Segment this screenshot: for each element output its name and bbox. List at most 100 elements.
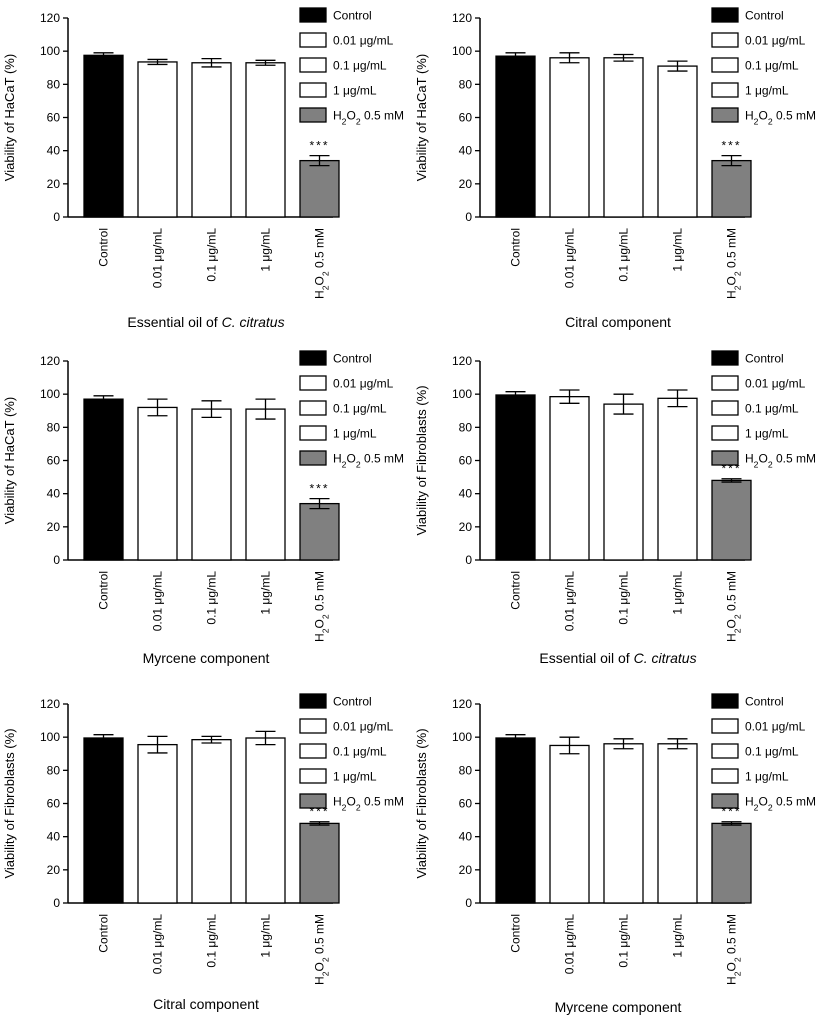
caption-prefix: Myrcene component — [142, 650, 270, 666]
bar-0 — [495, 394, 536, 561]
chart-hacat-citral: Viability of HaCaT (%) 0 20 40 60 80 100 120 Con… — [414, 7, 816, 299]
legend-label-2: 0.1 μg/mL — [745, 745, 799, 759]
legend-swatch-4 — [711, 107, 739, 123]
chart-caption: Myrcene component — [0, 650, 412, 666]
x-tick-label-3: 1 μg/mL — [259, 228, 273, 272]
legend-label-0: Control — [745, 9, 784, 23]
caption-prefix: Essential oil of — [539, 650, 634, 666]
legend-swatch-1 — [711, 718, 739, 734]
legend-swatch-0 — [711, 693, 739, 709]
y-tick-label: 20 — [47, 863, 61, 877]
caption-prefix: Citral component — [153, 996, 259, 1012]
chart-fibroblast-myrcene: Viability of Fibroblasts (%) 0 20 40 60 80 100… — [414, 693, 816, 985]
y-tick-label: 100 — [40, 730, 60, 744]
legend-swatch-3 — [711, 425, 739, 441]
bar-1 — [549, 57, 590, 218]
bar-3 — [245, 737, 286, 904]
legend-swatch-2 — [299, 57, 327, 73]
y-axis-label: Viability of HaCaT (%) — [2, 54, 17, 181]
bar-4 — [711, 822, 752, 904]
bar-2 — [191, 408, 232, 561]
y-tick-label: 80 — [459, 77, 473, 91]
legend-label-4: H2O2 0.5 mM — [745, 795, 816, 813]
legend-swatch-0 — [711, 350, 739, 366]
bar-2 — [603, 57, 644, 218]
x-tick-label-0: Control — [509, 228, 523, 267]
y-tick-label: 60 — [47, 454, 61, 468]
x-tick-label-4: H2O2 0.5 mM — [725, 914, 743, 985]
legend-swatch-3 — [299, 768, 327, 784]
chart-hacat-myrcene: Viability of HaCaT (%) 0 20 40 60 80 100 120 Con… — [2, 350, 404, 642]
chart-caption: Essential oil of C. citratus — [412, 650, 824, 666]
x-tick-label-3: 1 μg/mL — [259, 571, 273, 615]
legend-swatch-2 — [711, 743, 739, 759]
panel-hacat-myrcene: Viability of HaCaT (%) 0 20 40 60 80 100 120 Con… — [0, 343, 412, 686]
legend-swatch-4 — [711, 450, 739, 466]
x-tick-label-0: Control — [97, 914, 111, 953]
y-tick-label: 0 — [53, 210, 60, 224]
x-tick-label-1: 0.01 μg/mL — [563, 228, 577, 289]
y-tick-label: 0 — [53, 896, 60, 910]
x-tick-label-4: H2O2 0.5 mM — [313, 914, 331, 985]
x-tick-label-3: 1 μg/mL — [671, 571, 685, 615]
legend-label-4: H2O2 0.5 mM — [333, 795, 404, 813]
y-tick-label: 20 — [459, 520, 473, 534]
x-tick-label-4: H2O2 0.5 mM — [725, 571, 743, 642]
y-tick-label: 100 — [40, 387, 60, 401]
x-tick-label-4: H2O2 0.5 mM — [313, 228, 331, 299]
legend-label-3: 1 μg/mL — [745, 427, 789, 441]
bar-1 — [137, 743, 178, 904]
legend-swatch-4 — [711, 793, 739, 809]
bar-1 — [137, 61, 178, 218]
bar-3 — [657, 65, 698, 218]
legend-label-3: 1 μg/mL — [745, 84, 789, 98]
legend-label-2: 0.1 μg/mL — [333, 745, 387, 759]
legend-swatch-2 — [299, 743, 327, 759]
y-tick-label: 0 — [53, 553, 60, 567]
y-tick-label: 60 — [47, 797, 61, 811]
legend-label-2: 0.1 μg/mL — [333, 402, 387, 416]
x-tick-label-1: 0.01 μg/mL — [563, 571, 577, 632]
bar-1 — [137, 406, 178, 561]
y-axis-label: Viability of Fibroblasts (%) — [414, 385, 429, 535]
chart-caption: Essential oil of C. citratus — [0, 314, 412, 330]
y-tick-label: 100 — [452, 730, 472, 744]
legend-label-3: 1 μg/mL — [745, 770, 789, 784]
y-tick-label: 100 — [452, 44, 472, 58]
y-tick-label: 0 — [465, 896, 472, 910]
legend-label-1: 0.01 μg/mL — [745, 377, 806, 391]
y-tick-label: 0 — [465, 210, 472, 224]
y-tick-label: 80 — [47, 763, 61, 777]
x-tick-label-4: H2O2 0.5 mM — [313, 571, 331, 642]
y-tick-label: 40 — [459, 487, 473, 501]
x-tick-label-2: 0.1 μg/mL — [617, 914, 631, 968]
legend-swatch-4 — [299, 793, 327, 809]
bar-1 — [549, 744, 590, 904]
legend-swatch-1 — [299, 32, 327, 48]
bar-4 — [711, 479, 752, 561]
y-tick-label: 80 — [459, 763, 473, 777]
legend-swatch-2 — [711, 57, 739, 73]
bar-3 — [657, 743, 698, 904]
bar-0 — [495, 737, 536, 904]
bar-4 — [299, 159, 340, 218]
legend-swatch-1 — [711, 32, 739, 48]
x-tick-label-1: 0.01 μg/mL — [563, 914, 577, 975]
y-axis-label: Viability of HaCaT (%) — [414, 54, 429, 181]
legend-swatch-1 — [299, 375, 327, 391]
x-tick-label-2: 0.1 μg/mL — [617, 571, 631, 625]
bar-3 — [245, 62, 286, 218]
legend-swatch-2 — [711, 400, 739, 416]
y-tick-label: 100 — [452, 387, 472, 401]
y-tick-label: 20 — [459, 177, 473, 191]
y-tick-label: 120 — [452, 354, 472, 368]
y-tick-label: 60 — [459, 797, 473, 811]
bar-1 — [549, 396, 590, 561]
panel-fibroblast-myrcene: Viability of Fibroblasts (%) 0 20 40 60 80 100… — [412, 686, 824, 1029]
panel-hacat-citral: Viability of HaCaT (%) 0 20 40 60 80 100 120 Con… — [412, 0, 824, 343]
y-tick-label: 40 — [47, 144, 61, 158]
legend-label-3: 1 μg/mL — [333, 427, 377, 441]
y-tick-label: 20 — [47, 520, 61, 534]
legend-swatch-1 — [299, 718, 327, 734]
y-tick-label: 100 — [40, 44, 60, 58]
